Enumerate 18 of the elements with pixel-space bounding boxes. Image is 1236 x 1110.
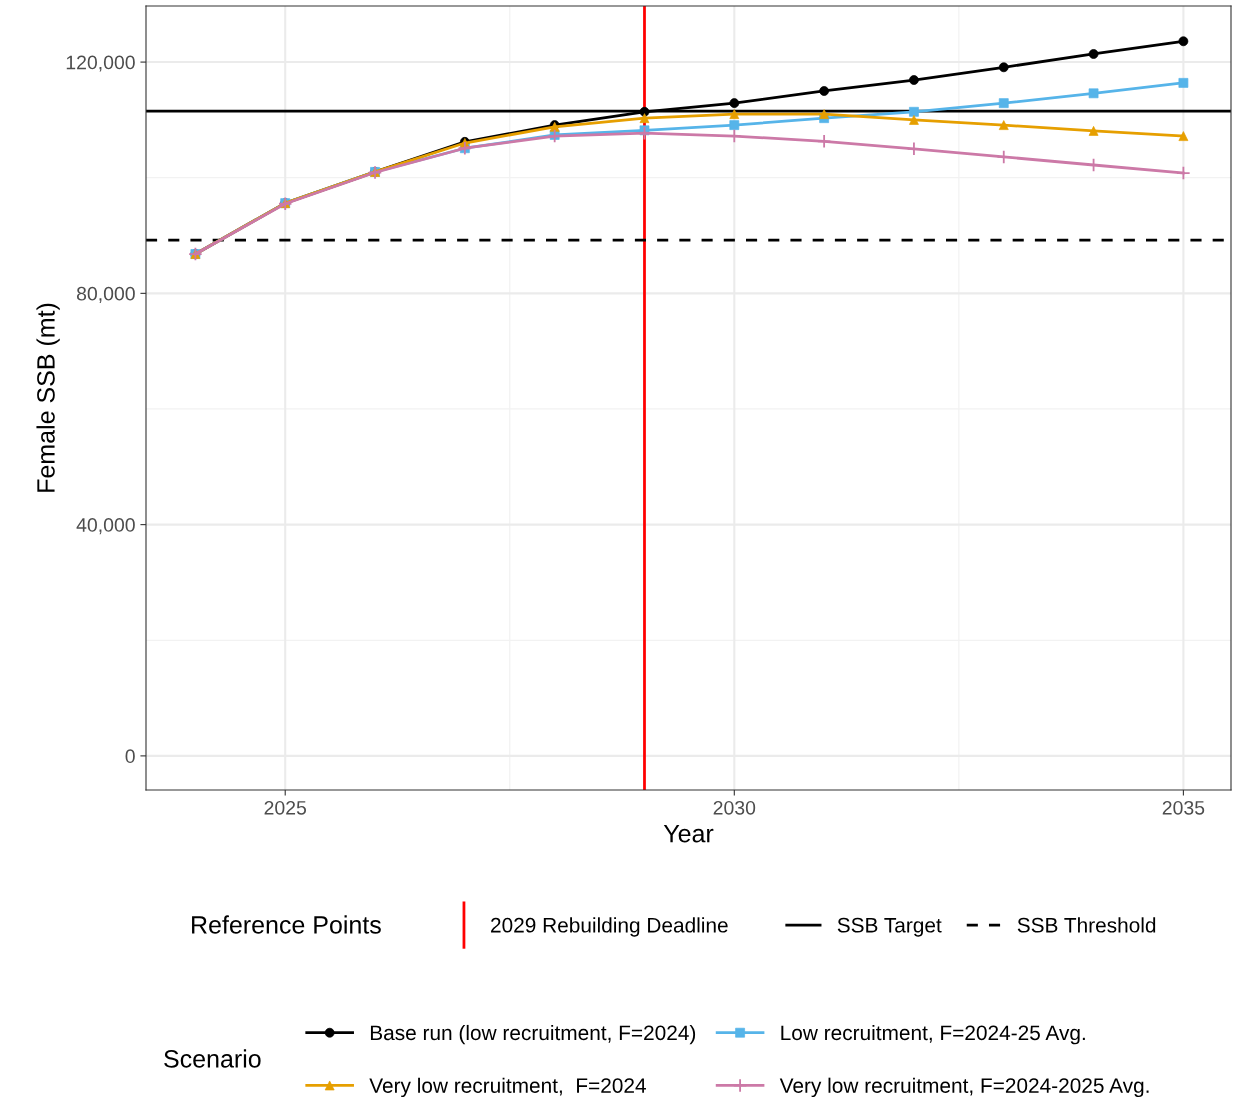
legend-label: SSB Target <box>837 917 942 937</box>
x-tick-label: 2025 <box>264 800 307 815</box>
x-tick-label: 2030 <box>713 800 756 815</box>
legend-label: Low recruitment, F=2024-25 Avg. <box>781 1024 1085 1045</box>
legend-label: SSB Threshold <box>1017 917 1156 933</box>
y-axis-title: Female SSB (mt) <box>36 303 60 492</box>
x-tick-label: 2035 <box>1162 800 1205 815</box>
legend-label: Very low recruitment, F=2024-2025 Avg. <box>779 1077 1149 1098</box>
y-tick-label: 0 <box>125 749 135 764</box>
y-tick-label: 40,000 <box>76 518 135 535</box>
text: Scenario <box>164 1049 261 1068</box>
y-tick-label: 80,000 <box>76 286 135 303</box>
x-axis-title: Year <box>663 825 714 843</box>
legend-label: Very low recruitment, F=2024 <box>369 1077 646 1098</box>
legend-label: Base run (low recruitment, F=2024) <box>370 1024 696 1045</box>
y-tick-label: 120,000 <box>66 55 135 72</box>
legend-label: 2029 Rebuilding Deadline <box>491 917 728 937</box>
text: Reference Points <box>192 915 381 934</box>
